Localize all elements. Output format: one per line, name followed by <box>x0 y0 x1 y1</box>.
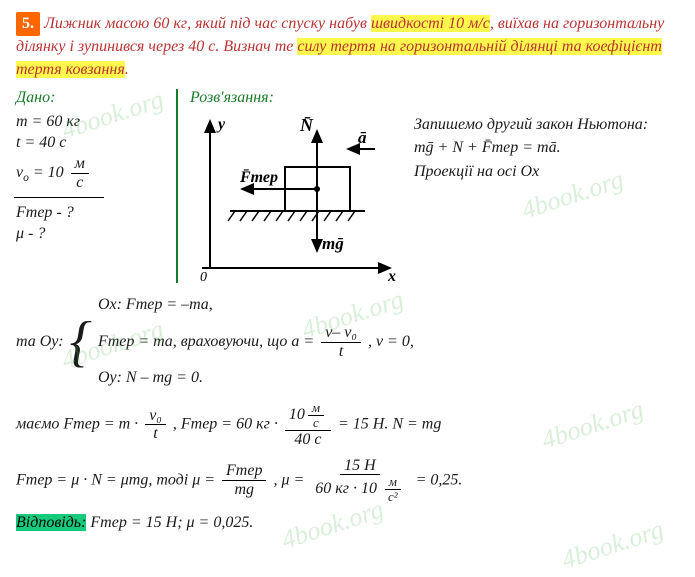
calc1-f1-num: v₀ <box>145 407 166 426</box>
curly-brace-icon: { <box>70 314 92 370</box>
calc1-f2-num-val: 10 <box>289 406 305 423</box>
newton-text: Запишемо другий закон Ньютона: mḡ + N + … <box>414 113 679 183</box>
given-heading: Дано: <box>16 89 166 107</box>
equation-system: та Оу: { Ох: Fтер = –ma, Fтер = ma, врах… <box>16 291 679 393</box>
eq-mid-a: Fтер = ma, враховуючи, що a = <box>98 333 318 350</box>
unknown-fter: Fтер - ? <box>16 204 166 222</box>
calc2-f2-unit-n: м <box>385 475 401 490</box>
calc1-pre: маємо Fтер = m · <box>16 415 142 432</box>
eq-oy: Oy: N – mg = 0. <box>98 364 414 393</box>
vector-n-label: N̄ <box>299 115 314 135</box>
calculation-mu: Fтер = μ · N = μmg, тоді μ = Fтерmg , μ … <box>16 457 679 505</box>
given-time: t = 40 с <box>16 134 166 152</box>
calc2-f2-num: 15 H <box>340 457 380 476</box>
problem-number: 5. <box>16 12 40 36</box>
calc2-f2-den: 60 кг · 10 мс² <box>311 475 408 504</box>
given-divider <box>14 197 104 198</box>
eq-mid: Fтер = ma, враховуючи, що a = v– v₀t , v… <box>98 324 414 360</box>
vector-fter-label: F̄тер <box>239 168 278 186</box>
answer-line: Відповідь: Fтер = 15 H; μ = 0,025. <box>16 514 679 532</box>
system-prefix: та Оу: <box>16 328 64 357</box>
newton-intro: Запишемо другий закон Ньютона: <box>414 113 679 136</box>
calc2-f1-den: mg <box>230 481 258 499</box>
unknown-mu: μ - ? <box>16 225 166 243</box>
calc1-f2-num: 10мс <box>285 401 331 431</box>
v0-unit-den: с <box>72 174 87 192</box>
eq-frac-den: t <box>335 343 347 361</box>
eq-mid-b: , v = 0, <box>368 333 414 350</box>
given-v0: vо = 10 мс <box>16 155 166 191</box>
problem-highlight-1: швидкості 10 м/с <box>371 15 490 32</box>
v0-eq: = 10 <box>29 164 68 181</box>
force-diagram: y 0 x <box>190 113 400 283</box>
calc1-post: = 15 H. N = mg <box>338 415 441 432</box>
projection-intro: Проекції на осі Ох <box>414 160 679 183</box>
problem-dot: . <box>125 61 129 78</box>
calc1-mid: , Fтер = 60 кг · <box>173 415 282 432</box>
problem-statement: 5. Лижник масою 60 кг, який під час спус… <box>16 12 679 81</box>
vector-mg-label: mḡ <box>322 234 344 253</box>
eq-ox: Ох: Fтер = –ma, <box>98 291 414 320</box>
calc2-f1-num: Fтер <box>222 462 266 481</box>
answer-label: Відповідь: <box>16 514 86 531</box>
answer-text: Fтер = 15 H; μ = 0,025. <box>86 514 253 531</box>
axis-origin-label: 0 <box>200 270 207 283</box>
given-column: Дано: m = 60 кг t = 40 с vо = 10 мс Fтер… <box>16 89 178 283</box>
calc2-f2-unit-d: с² <box>384 490 402 504</box>
calc1-f1-den: t <box>149 425 161 443</box>
calc1-f2-unit-n: м <box>308 401 324 416</box>
given-mass: m = 60 кг <box>16 113 166 131</box>
v0-unit-num: м <box>71 155 89 174</box>
calc2-f2-den-a: 60 кг · 10 <box>315 481 381 498</box>
calc2-post: = 0,25. <box>416 471 463 488</box>
solution-heading: Розв'язання: <box>190 89 679 107</box>
solution-column: Розв'язання: y 0 x <box>178 89 679 283</box>
calculation-fter: маємо Fтер = m · v₀t , Fтер = 60 кг · 10… <box>16 401 679 449</box>
two-column-layout: Дано: m = 60 кг t = 40 с vо = 10 мс Fтер… <box>16 89 679 283</box>
calc1-f2-unit-d: с <box>309 416 323 430</box>
vector-a-label: ā <box>358 128 367 147</box>
eq-frac-num: v– v₀ <box>321 324 361 343</box>
axis-y-label: y <box>216 116 226 133</box>
problem-text-1: Лижник масою 60 кг, який під час спуску … <box>44 15 371 32</box>
calc2-mid: , μ = <box>273 471 308 488</box>
axis-x-label: x <box>387 268 396 283</box>
calc2-pre: Fтер = μ · N = μmg, тоді μ = <box>16 471 219 488</box>
calc1-f2-den: 40 с <box>290 431 325 449</box>
newton-equation: mḡ + N + F̄тер = mā. <box>414 136 679 159</box>
